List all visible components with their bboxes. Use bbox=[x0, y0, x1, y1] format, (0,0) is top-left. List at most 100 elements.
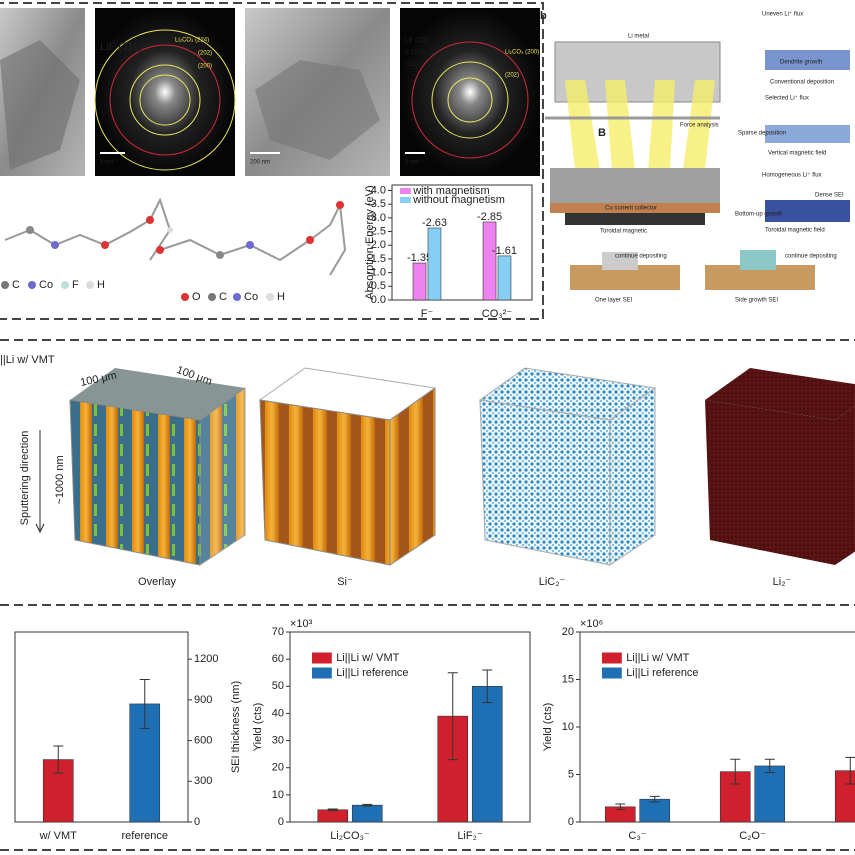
legend-label: C bbox=[219, 291, 227, 303]
legend-label: Li||Li reference bbox=[626, 667, 698, 679]
saed-rings bbox=[94, 29, 236, 171]
legend-label: F bbox=[72, 279, 79, 291]
x-tick-label: Li₂CO₃⁻ bbox=[330, 830, 370, 842]
bar bbox=[834, 770, 855, 823]
mode-flux: Homogeneous Li⁺ flux bbox=[762, 172, 822, 179]
y-tick-label: 5 bbox=[568, 768, 574, 780]
legend-label: Co bbox=[39, 279, 53, 291]
y-tick-label: -1.0 bbox=[367, 267, 386, 279]
error-bar bbox=[139, 679, 150, 729]
schematic-label: Force analysis bbox=[680, 123, 719, 129]
legend-swatch bbox=[400, 188, 411, 194]
legend-label: O bbox=[192, 291, 201, 303]
saed-label: Li₂CO₃ (224) bbox=[175, 38, 209, 44]
y-axis-label: Absorption Energy (eV) bbox=[364, 185, 376, 299]
saed-label: LiF (111) bbox=[100, 41, 142, 53]
molecule bbox=[4, 197, 347, 276]
cube-label: LiC₂⁻ bbox=[539, 576, 566, 588]
y-tick-label: -0.5 bbox=[367, 280, 386, 292]
saed-label: (202) bbox=[198, 51, 212, 57]
x-tick-label: C₃⁻ bbox=[628, 830, 646, 842]
y-tick-label: 0 bbox=[278, 816, 284, 828]
x-tick-label: F⁻ bbox=[421, 308, 434, 320]
mode-extra: Dense SEI bbox=[815, 193, 844, 199]
plot-frame bbox=[289, 631, 531, 823]
schematic-label: Cu current collector bbox=[605, 206, 657, 212]
scale-label: 5 nm⁻¹ bbox=[405, 160, 424, 166]
saed-image bbox=[95, 8, 235, 176]
axis-multiplier: ×10⁶ bbox=[580, 618, 603, 630]
error-bar bbox=[362, 803, 373, 807]
field-label: B bbox=[598, 127, 606, 139]
mode-growth: Sparse deposition bbox=[738, 131, 786, 137]
saed-image bbox=[400, 8, 540, 176]
scale-label: 5 nm⁻¹ bbox=[100, 160, 119, 166]
legend-label: Co bbox=[244, 291, 258, 303]
legend-label: Li||Li w/ VMT bbox=[626, 652, 689, 664]
saed-label: (111) bbox=[405, 62, 418, 68]
plot-frame bbox=[14, 631, 189, 823]
y-tick-label: 30 bbox=[272, 734, 284, 746]
cube bbox=[69, 368, 246, 566]
legend-swatch bbox=[602, 652, 622, 664]
y-tick-label: 40 bbox=[272, 707, 284, 719]
cube-label: Overlay bbox=[138, 576, 176, 588]
flux-beams bbox=[565, 80, 715, 170]
x-tick-label: LiF₂⁻ bbox=[457, 830, 483, 842]
error-bar bbox=[447, 672, 458, 761]
mode-growth: Bottom-up growth bbox=[735, 212, 782, 218]
mode-name: Toroidal magnetic field bbox=[765, 228, 825, 234]
modes: Uneven Li⁺ flux Dendrite growth Conventi… bbox=[735, 11, 850, 234]
legend-swatch bbox=[400, 197, 411, 203]
cube bbox=[478, 367, 657, 566]
step-label: One layer SEI bbox=[595, 298, 633, 304]
cube bbox=[705, 368, 855, 565]
y-tick-label: 1200 bbox=[194, 653, 218, 665]
step-label: Side growth SEI bbox=[735, 298, 778, 304]
legend-label: Li||Li w/ VMT bbox=[336, 652, 399, 664]
value-label: -2.85 bbox=[477, 211, 502, 223]
y-tick-label: -3.5 bbox=[367, 198, 386, 210]
x-tick-label: reference bbox=[122, 830, 168, 842]
legend-label: with magnetism bbox=[412, 185, 489, 197]
y-tick-label: -2.0 bbox=[367, 239, 386, 251]
legend-swatch bbox=[312, 667, 332, 679]
saed-label: C (200) bbox=[405, 50, 425, 56]
bar bbox=[427, 227, 442, 301]
error-bar bbox=[764, 758, 775, 774]
y-tick-label: 10 bbox=[562, 721, 574, 733]
deposit bbox=[550, 168, 720, 203]
arrow-head bbox=[35, 523, 45, 534]
cube-label: Si⁻ bbox=[337, 576, 353, 588]
mode-name: Conventional deposition bbox=[770, 80, 834, 86]
legend-label: Li||Li reference bbox=[336, 667, 408, 679]
bar bbox=[482, 221, 497, 301]
error-bar bbox=[845, 756, 855, 785]
y-tick-label: 10 bbox=[272, 789, 284, 801]
y-axis-label: Yield (cts) bbox=[252, 703, 264, 752]
x-tick-label: w/ VMT bbox=[39, 830, 78, 842]
error-bar bbox=[649, 795, 660, 803]
collector bbox=[550, 203, 720, 213]
value-label: -1.61 bbox=[492, 245, 517, 257]
saed-label: LiF (111) bbox=[405, 38, 428, 44]
schematic-label: Li metal bbox=[628, 34, 649, 40]
saed-rings bbox=[411, 41, 529, 159]
tem-particle bbox=[0, 40, 80, 170]
error-bar bbox=[730, 758, 741, 785]
y-tick-label: 60 bbox=[272, 653, 284, 665]
y-tick-label: -3.0 bbox=[367, 212, 386, 224]
mode-growth: Dendrite growth bbox=[780, 60, 822, 66]
tem-particle bbox=[255, 60, 380, 160]
bar bbox=[754, 765, 786, 823]
step-arrow: continue depositing bbox=[615, 254, 667, 260]
bar bbox=[471, 685, 503, 823]
y-tick-label: 20 bbox=[562, 626, 574, 638]
magnet bbox=[565, 213, 705, 225]
steps: One layer SEI continue depositing Side g… bbox=[570, 250, 837, 304]
y-axis-label: Yield (cts) bbox=[542, 703, 554, 752]
y-tick-label: 20 bbox=[272, 762, 284, 774]
value-label: -1.35 bbox=[407, 252, 432, 264]
y-tick-label: -2.5 bbox=[367, 225, 386, 237]
